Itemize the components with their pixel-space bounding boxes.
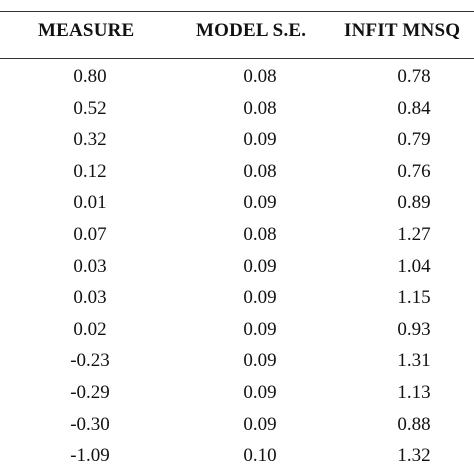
table-row: -1.09 0.10 1.32 xyxy=(0,441,474,473)
cell-measure: -1.09 xyxy=(70,445,110,467)
cell-model-se: 0.08 xyxy=(243,160,277,182)
header-measure: MEASURE xyxy=(38,20,135,41)
cell-infit-mnsq: 1.15 xyxy=(397,287,431,309)
table-header-rule xyxy=(0,58,474,59)
cell-model-se: 0.09 xyxy=(243,381,277,403)
table-row: 0.32 0.09 0.79 xyxy=(0,125,474,157)
cell-measure: 0.03 xyxy=(73,287,107,309)
table-header-row: MEASURE MODEL S.E. INFIT MNSQ xyxy=(0,20,474,48)
cell-model-se: 0.10 xyxy=(243,445,277,467)
cell-model-se: 0.09 xyxy=(243,287,277,309)
cell-model-se: 0.09 xyxy=(243,318,277,340)
cell-infit-mnsq: 1.04 xyxy=(397,255,431,277)
cell-measure: 0.12 xyxy=(73,160,107,182)
cell-infit-mnsq: 1.13 xyxy=(397,381,431,403)
table-row: 0.03 0.09 1.15 xyxy=(0,283,474,315)
table-row: -0.23 0.09 1.31 xyxy=(0,346,474,378)
cell-measure: 0.80 xyxy=(73,66,107,87)
cell-measure: -0.23 xyxy=(70,350,110,372)
cell-measure: 0.07 xyxy=(73,223,107,245)
cell-model-se: 0.09 xyxy=(243,350,277,372)
cell-measure: -0.30 xyxy=(70,413,110,435)
cell-measure: 0.01 xyxy=(73,192,107,214)
header-model-se: MODEL S.E. xyxy=(196,20,307,41)
cell-model-se: 0.08 xyxy=(243,66,277,87)
cell-model-se: 0.09 xyxy=(243,192,277,214)
cell-model-se: 0.08 xyxy=(243,97,277,119)
table-row: 0.12 0.08 0.76 xyxy=(0,157,474,189)
cell-infit-mnsq: 0.93 xyxy=(397,318,431,340)
cell-measure: 0.02 xyxy=(73,318,107,340)
cell-measure: 0.32 xyxy=(73,129,107,151)
cell-model-se: 0.09 xyxy=(243,255,277,277)
header-infit-mnsq: INFIT MNSQ xyxy=(344,20,461,41)
table-body: 0.80 0.08 0.78 0.52 0.08 0.84 0.32 0.09 0.79 0.12… xyxy=(0,62,474,473)
table-row: 0.52 0.08 0.84 xyxy=(0,94,474,126)
table-row: 0.03 0.09 1.04 xyxy=(0,252,474,284)
cell-infit-mnsq: 1.27 xyxy=(397,223,431,245)
table-row: 0.07 0.08 1.27 xyxy=(0,220,474,252)
cell-model-se: 0.09 xyxy=(243,129,277,151)
cell-measure: 0.52 xyxy=(73,97,107,119)
table-row: 0.80 0.08 0.78 xyxy=(0,62,474,94)
cell-measure: 0.03 xyxy=(73,255,107,277)
cell-infit-mnsq: 0.89 xyxy=(397,192,431,214)
cell-infit-mnsq: 0.88 xyxy=(397,413,431,435)
cell-infit-mnsq: 1.31 xyxy=(397,350,431,372)
cell-infit-mnsq: 1.32 xyxy=(397,445,431,467)
cell-infit-mnsq: 0.84 xyxy=(397,97,431,119)
cell-model-se: 0.08 xyxy=(243,223,277,245)
cell-model-se: 0.09 xyxy=(243,413,277,435)
table-row: -0.30 0.09 0.88 xyxy=(0,410,474,442)
cell-infit-mnsq: 0.78 xyxy=(397,66,431,87)
cell-measure: -0.29 xyxy=(70,381,110,403)
table-row: 0.02 0.09 0.93 xyxy=(0,315,474,347)
cell-infit-mnsq: 0.76 xyxy=(397,160,431,182)
table-row: 0.01 0.09 0.89 xyxy=(0,188,474,220)
table-top-rule xyxy=(0,11,474,12)
cell-infit-mnsq: 0.79 xyxy=(397,129,431,151)
table-row: -0.29 0.09 1.13 xyxy=(0,378,474,410)
